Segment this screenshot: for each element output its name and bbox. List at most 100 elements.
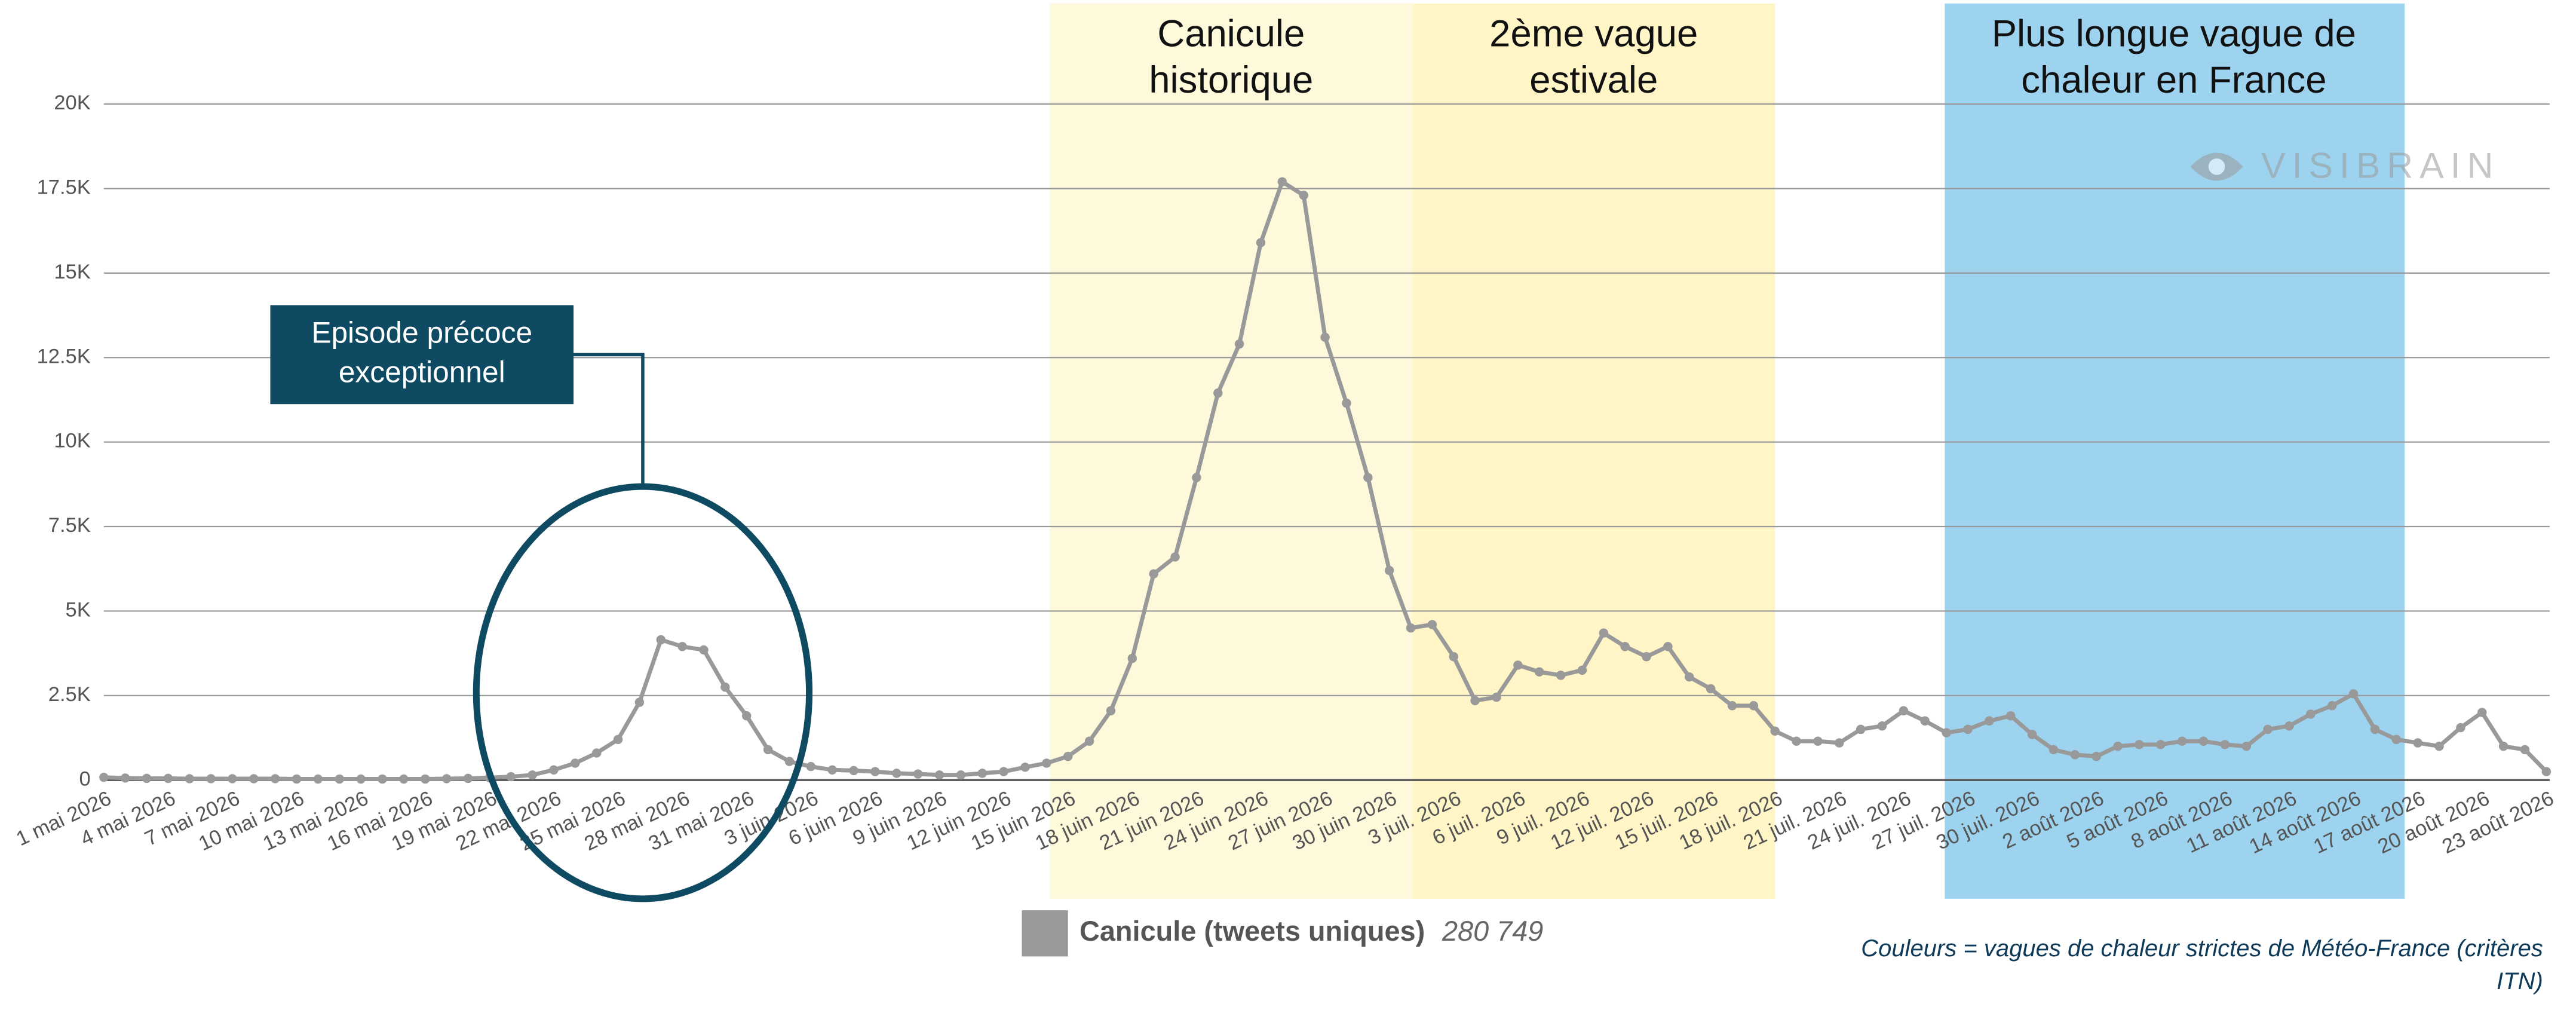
data-point [806,761,816,772]
data-point [1727,701,1737,711]
data-point [2198,736,2209,746]
data-point [421,774,430,784]
data-point [571,758,580,768]
data-point [313,774,323,784]
y-tick-label: 17.5K [37,176,91,199]
band-label: 2ème vague [1489,13,1698,55]
footnote: ITN) [2497,968,2543,994]
data-point [1320,332,1330,342]
band-label: historique [1149,59,1313,101]
data-point [2220,740,2230,749]
data-point [1706,684,1716,694]
data-point [335,774,345,784]
data-point [2284,721,2294,731]
data-point [1770,726,1780,736]
data-point [1749,701,1759,711]
data-point [356,774,366,784]
watermark: VISIBRAIN [2190,145,2500,186]
data-point [1127,653,1137,663]
data-point [827,765,837,775]
data-point [1835,738,1844,748]
data-point [506,772,516,782]
data-point [2370,724,2380,735]
footnote: Couleurs = vagues de chaleur strictes de… [1861,935,2543,962]
data-point [2413,738,2422,748]
band-label: estivale [1529,59,1658,101]
data-point [2520,745,2530,755]
data-point [677,642,687,651]
data-point [2477,708,2487,717]
data-point [699,645,709,655]
data-point [1534,667,1544,677]
callout-text: exceptionnel [339,356,505,389]
y-tick-label: 10K [54,430,90,452]
y-tick-label: 5K [66,599,91,622]
data-point [206,774,216,784]
data-point [999,767,1008,776]
data-point [99,772,109,782]
data-point [1685,672,1694,682]
data-point [1277,177,1287,186]
data-point [2263,724,2273,735]
data-point [1342,398,1351,408]
data-point [1899,706,1909,715]
data-point [1042,758,1051,768]
data-point [720,682,730,692]
band-label: chaleur en France [2021,59,2326,101]
data-point [1492,692,1501,702]
data-point [2241,741,2251,751]
data-point [956,770,966,780]
data-point [1084,736,1094,746]
data-point [913,769,923,779]
data-point [1192,473,1201,482]
band-label: Canicule [1157,13,1305,55]
y-tick-label: 0 [79,767,91,790]
callout-text: Episode précoce [311,316,532,349]
data-point [1942,728,1951,737]
y-tick-label: 12.5K [37,345,91,368]
data-point [849,766,858,776]
data-point [1877,721,1887,731]
watermark-text: VISIBRAIN [2261,145,2500,186]
data-point [2048,745,2059,755]
data-point [784,757,795,766]
data-point [441,774,452,784]
data-point [1813,736,1823,746]
data-point [1663,642,1673,651]
data-point [463,773,473,784]
data-point [1170,552,1180,562]
data-point [934,770,944,780]
plot [99,177,2552,784]
legend-swatch [1022,910,1068,957]
data-point [292,774,302,784]
data-point [634,697,645,707]
data-point [1599,628,1609,638]
data-point [270,774,280,784]
data-point [2541,767,2552,776]
data-point [2434,741,2444,751]
data-point [378,774,387,784]
data-point [742,711,752,721]
data-point [2456,723,2465,733]
data-point [892,769,901,778]
data-point [1920,716,1930,726]
callout-box [270,305,574,405]
data-point [2006,711,2016,721]
data-point [1106,706,1116,715]
watermark-icon [2208,158,2225,175]
data-point [1985,716,1994,726]
data-point [142,773,152,784]
data-point [2327,701,2337,711]
data-point [656,635,666,645]
data-point [591,748,602,758]
data-point [1642,652,1651,662]
band-label: Plus longue vague de [1992,13,2356,55]
data-point [2498,741,2508,751]
data-point [1384,565,1394,576]
data-point [1513,660,1523,670]
band-canicule [1050,3,1413,899]
legend-total: 280 749 [1442,916,1543,947]
band-longue [1945,3,2405,899]
